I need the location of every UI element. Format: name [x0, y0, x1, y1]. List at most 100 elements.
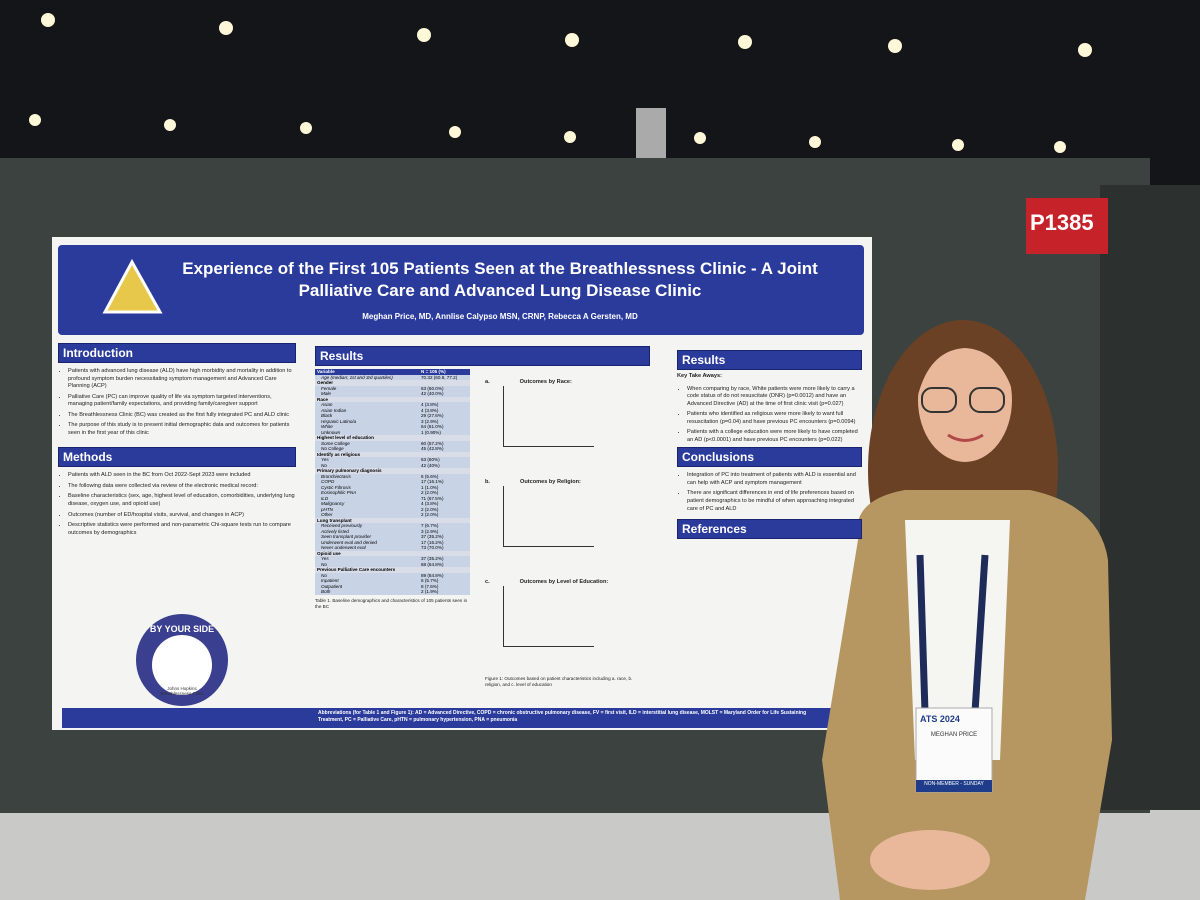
bullet-list: Patients with advanced lung disease (ALD… — [58, 368, 296, 437]
table-cell: Both — [321, 589, 331, 594]
table-row: Hispanic Latino/a 3 (2.9%) — [315, 418, 470, 424]
table-row: Malignancy 4 (3.8%) — [315, 501, 470, 507]
table-cell: Inpatient — [321, 578, 339, 583]
chart: b. Outcomes by Religion: — [485, 470, 645, 566]
bullet: When comparing by race, White patients w… — [687, 386, 862, 409]
table-cell: Female — [321, 385, 337, 391]
bullet: The following data were collected via re… — [68, 483, 296, 491]
chart-axes — [503, 386, 594, 447]
table-cell: 6 (5.6%) — [421, 473, 439, 479]
table-row: COPD 17 (16.1%) — [315, 479, 470, 485]
table-cell: pHTN — [321, 506, 333, 512]
table-row: Black 29 (27.6%) — [315, 413, 470, 419]
table-row: No 42 (40%) — [315, 462, 470, 468]
table-row: No 89 (84.8%) — [315, 572, 470, 578]
bullet: Patients with advanced lung disease (ALD… — [68, 368, 296, 391]
table-cell: Received previously — [321, 523, 363, 528]
table-row: Age (median; 1st and 3rd quartiles) 70.32… — [315, 374, 470, 380]
table-cell: 4 (3.8%) — [421, 402, 439, 407]
table-row: Never underwent eval 73 (70.0%) — [315, 545, 470, 551]
table-cell: Asian Indian — [321, 407, 347, 413]
table-cell: 4 (3.8%) — [421, 407, 439, 413]
bullet-list: Patients with ALD seen in the BC from Oc… — [58, 472, 296, 537]
table-cell: Underwent eval and denied — [321, 539, 377, 545]
poster-authors: Meghan Price, MD, Annlise Calypso MSN, C… — [362, 312, 638, 321]
left-column: Introduction Patients with advanced lung … — [58, 343, 296, 540]
table-row: Female 63 (60.0%) — [315, 385, 470, 391]
table-cell: Male — [321, 391, 331, 396]
table-cell: Some College — [321, 440, 350, 446]
charts: a. Outcomes by Race: b. Outcomes by Religio… — [485, 366, 645, 688]
table-row: Received previously 7 (6.7%) — [315, 523, 470, 529]
chart-axes — [503, 486, 594, 547]
table-cell: Lung transplant — [317, 517, 352, 523]
header-cell: N = 105 (%) — [421, 369, 446, 374]
chart-label: b. — [485, 479, 490, 485]
table-cell: 42 (40.0%) — [421, 391, 444, 396]
demographics-table: Variable N = 105 (%) Age (median; 1st and … — [315, 369, 470, 595]
badge-ribbon: NON-MEMBER - SUNDAY — [924, 781, 984, 787]
table-cell: Primary pulmonary diagnosis — [317, 468, 382, 473]
table-row: Primary pulmonary diagnosis — [315, 468, 470, 474]
table-cell: Race — [317, 396, 328, 402]
table-cell: 8 (7.6%) — [421, 583, 439, 589]
table-row: Underwent eval and denied 17 (16.2%) — [315, 539, 470, 545]
table-row: Lung transplant — [315, 517, 470, 523]
table-cell: Outpatient — [321, 583, 343, 589]
table-cell: Hispanic Latino/a — [321, 418, 357, 424]
table-cell: 60 (57.2%) — [421, 440, 444, 446]
poster-footer: Abbreviations (for Table 1 and Figure 1)… — [318, 710, 807, 723]
section-heading: Results — [677, 350, 862, 370]
bullet: The Breathlessness Clinic (BC) was creat… — [68, 412, 296, 420]
table-row: Asian 4 (3.8%) — [315, 402, 470, 408]
badge-name: MEGHAN PRICE — [930, 732, 978, 738]
bullet-list: When comparing by race, White patients w… — [677, 386, 862, 445]
table-cell: Black — [321, 413, 333, 418]
table-cell: Yes — [321, 457, 329, 462]
table-cell: 1 (1.0%) — [421, 484, 439, 490]
table-cell: 73 (70.0%) — [421, 545, 444, 550]
table-row: Yes 63 (60%) — [315, 457, 470, 463]
table-caption: Table 1. Baseline demographics and chara… — [315, 597, 468, 609]
table-cell: Previous Palliative Care encounters — [317, 567, 396, 572]
table-cell: 2 (2.0%) — [421, 490, 439, 495]
table-cell: 29 (27.6%) — [421, 413, 444, 418]
bullet: Baseline characteristics (sex, age, high… — [68, 493, 296, 508]
table-cell: Gender — [317, 380, 334, 385]
chart-title: Outcomes by Religion: — [519, 479, 581, 485]
table-cell: 37 (35.2%) — [421, 556, 444, 561]
header-cell: Variable — [317, 369, 335, 374]
table-cell: ILD — [321, 495, 329, 501]
table-cell: 89 (84.8%) — [421, 572, 444, 578]
table-cell: 17 (16.1%) — [421, 479, 444, 484]
chart: c. Outcomes by Level of Education: — [485, 570, 645, 666]
bullet: Patients who identified as religious wer… — [687, 411, 862, 426]
table-cell: No — [321, 561, 327, 567]
table-row: Unknown 1 (0.90%) — [315, 429, 470, 435]
chart-label: c. — [485, 579, 490, 585]
table-cell: 3 (2.9%) — [421, 418, 439, 424]
bullet-list: Integration of PC into treatment of pati… — [677, 472, 862, 513]
table-row: Cystic Fibrosis 1 (1.0%) — [315, 484, 470, 490]
table-row: Yes 37 (35.2%) — [315, 556, 470, 562]
table-cell: 45 (42.8%) — [421, 446, 444, 451]
table-cell: Other — [321, 512, 333, 517]
subheading: Key Take Aways: — [677, 373, 722, 379]
section-heading: References — [677, 519, 862, 540]
chart-title: Outcomes by Race: — [519, 379, 572, 385]
table-cell: Seen transplant provider — [321, 534, 372, 539]
table-cell: COPD — [321, 479, 335, 484]
table-row: Gender — [315, 380, 470, 386]
section-heading: Introduction — [58, 343, 296, 363]
table-row: pHTN 2 (2.0%) — [315, 506, 470, 512]
chart-axes — [503, 586, 594, 647]
table-cell: Malignancy — [321, 501, 345, 506]
table-cell: No — [321, 572, 327, 578]
table-cell: 1 (0.90%) — [421, 429, 441, 435]
section-heading: Methods — [58, 447, 296, 468]
table-row: No College 45 (42.8%) — [315, 446, 470, 452]
table-row: Male 42 (40.0%) — [315, 391, 470, 397]
table-cell: 37 (35.2%) — [421, 534, 444, 539]
